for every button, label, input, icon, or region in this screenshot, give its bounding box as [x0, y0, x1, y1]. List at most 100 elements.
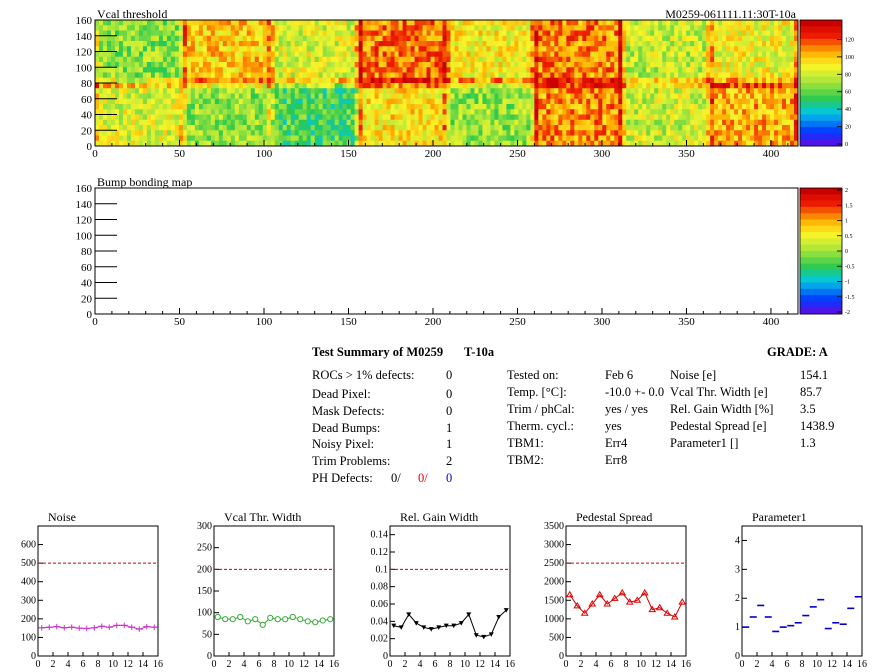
heatmap-cell — [322, 72, 327, 79]
heatmap-cell — [178, 41, 184, 47]
heatmap-cell — [486, 98, 491, 105]
data-point — [466, 612, 472, 617]
heatmap-cell — [214, 30, 220, 37]
heatmap-cell — [290, 104, 296, 110]
heatmap-cell — [358, 77, 363, 84]
heatmap-cell — [410, 77, 415, 84]
heatmap-cell — [582, 83, 587, 89]
heatmap-cell — [698, 125, 703, 131]
heatmap-cell — [582, 62, 587, 68]
heatmap-cell — [95, 119, 100, 126]
heatmap-cell — [758, 83, 763, 89]
palette-tick-label: 20 — [845, 125, 851, 131]
heatmap-cell — [206, 109, 212, 115]
x-tick-label: 10 — [284, 659, 294, 670]
heatmap-cell — [634, 93, 639, 100]
palette-band — [800, 89, 842, 96]
heatmap-cell — [418, 30, 423, 37]
heatmap-cell — [794, 41, 799, 47]
heatmap-cell — [262, 130, 268, 136]
heatmap-cell — [314, 77, 319, 84]
heatmap-cell — [166, 93, 172, 100]
heatmap-cell — [666, 93, 671, 100]
heatmap-cell — [102, 51, 108, 58]
heatmap-cell — [274, 72, 280, 79]
heatmap-cell — [242, 83, 248, 89]
heatmap-cell — [722, 125, 727, 131]
heatmap-cell — [586, 41, 591, 47]
heatmap-cell — [386, 62, 391, 68]
heatmap-cell — [122, 35, 128, 42]
heatmap-cell — [186, 46, 192, 52]
heatmap-cell — [522, 119, 527, 126]
test-info-label: Therm. cycl.: — [507, 419, 574, 433]
heatmap-cell — [486, 41, 491, 47]
heatmap-cell — [142, 46, 148, 52]
heatmap-cell — [474, 114, 479, 121]
heatmap-cell — [186, 67, 192, 73]
heatmap-cell — [162, 20, 168, 26]
heatmap-cell — [366, 20, 371, 26]
heatmap-cell — [694, 30, 699, 37]
y-tick-label: 0 — [559, 651, 564, 662]
heatmap-cell — [450, 135, 455, 142]
heatmap-cell — [234, 51, 240, 58]
heatmap-cell — [262, 140, 268, 147]
heatmap-cell — [586, 62, 591, 68]
heatmap-cell — [374, 98, 379, 105]
heatmap-cell — [498, 104, 503, 110]
heatmap-cell — [298, 35, 303, 42]
x-tick-label: 14 — [842, 659, 852, 670]
heatmap-cell — [690, 135, 695, 142]
heatmap-cell — [226, 67, 232, 73]
heatmap-cell — [446, 98, 451, 105]
x-tick-label: 14 — [666, 659, 676, 670]
heatmap-cell — [294, 51, 300, 58]
heatmap-cell — [246, 93, 252, 100]
heatmap-cell — [358, 51, 363, 58]
heatmap-cell — [750, 140, 755, 147]
heatmap-cell — [122, 46, 128, 52]
heatmap-cell — [790, 51, 795, 58]
heatmap-cell — [210, 67, 216, 73]
heatmap-cell — [602, 41, 607, 47]
heatmap-cell — [266, 135, 272, 142]
heatmap-cell — [478, 135, 483, 142]
heatmap-cell — [382, 20, 387, 26]
heatmap-cell — [386, 25, 391, 31]
heatmap-cell — [334, 135, 339, 142]
x-tick-label: 6 — [257, 659, 262, 670]
heatmap-cell — [214, 83, 220, 89]
heatmap-cell — [250, 25, 256, 31]
heatmap-cell — [322, 46, 327, 52]
heatmap-cell — [290, 109, 296, 115]
heatmap-cell — [782, 67, 787, 73]
heatmap-cell — [294, 62, 300, 68]
heatmap-cell — [382, 62, 387, 68]
y-tick-label: 0.14 — [371, 530, 389, 541]
heatmap-cell — [246, 72, 252, 79]
heatmap-cell — [170, 114, 176, 121]
heatmap-cell — [202, 51, 208, 58]
heatmap-cell — [182, 140, 188, 147]
heatmap-cell — [362, 125, 367, 131]
heatmap-cell — [778, 67, 783, 73]
heatmap-cell — [538, 104, 543, 110]
heatmap-cell — [226, 104, 232, 110]
heatmap-cell — [210, 30, 216, 37]
heatmap-cell — [402, 104, 407, 110]
heatmap-cell — [146, 135, 152, 142]
heatmap-cell — [778, 114, 783, 121]
heatmap-cell — [482, 77, 487, 84]
heatmap-cell — [338, 67, 343, 73]
heatmap-cell — [710, 93, 715, 100]
heatmap-cell — [730, 135, 735, 142]
heatmap-cell — [698, 83, 703, 89]
heatmap-cell — [442, 104, 447, 110]
heatmap-cell — [710, 20, 715, 26]
heatmap-cell — [670, 51, 675, 58]
heatmap-cell — [350, 67, 355, 73]
heatmap-cell — [414, 51, 419, 58]
heatmap-cell — [550, 88, 555, 94]
heatmap-cell — [130, 135, 136, 142]
